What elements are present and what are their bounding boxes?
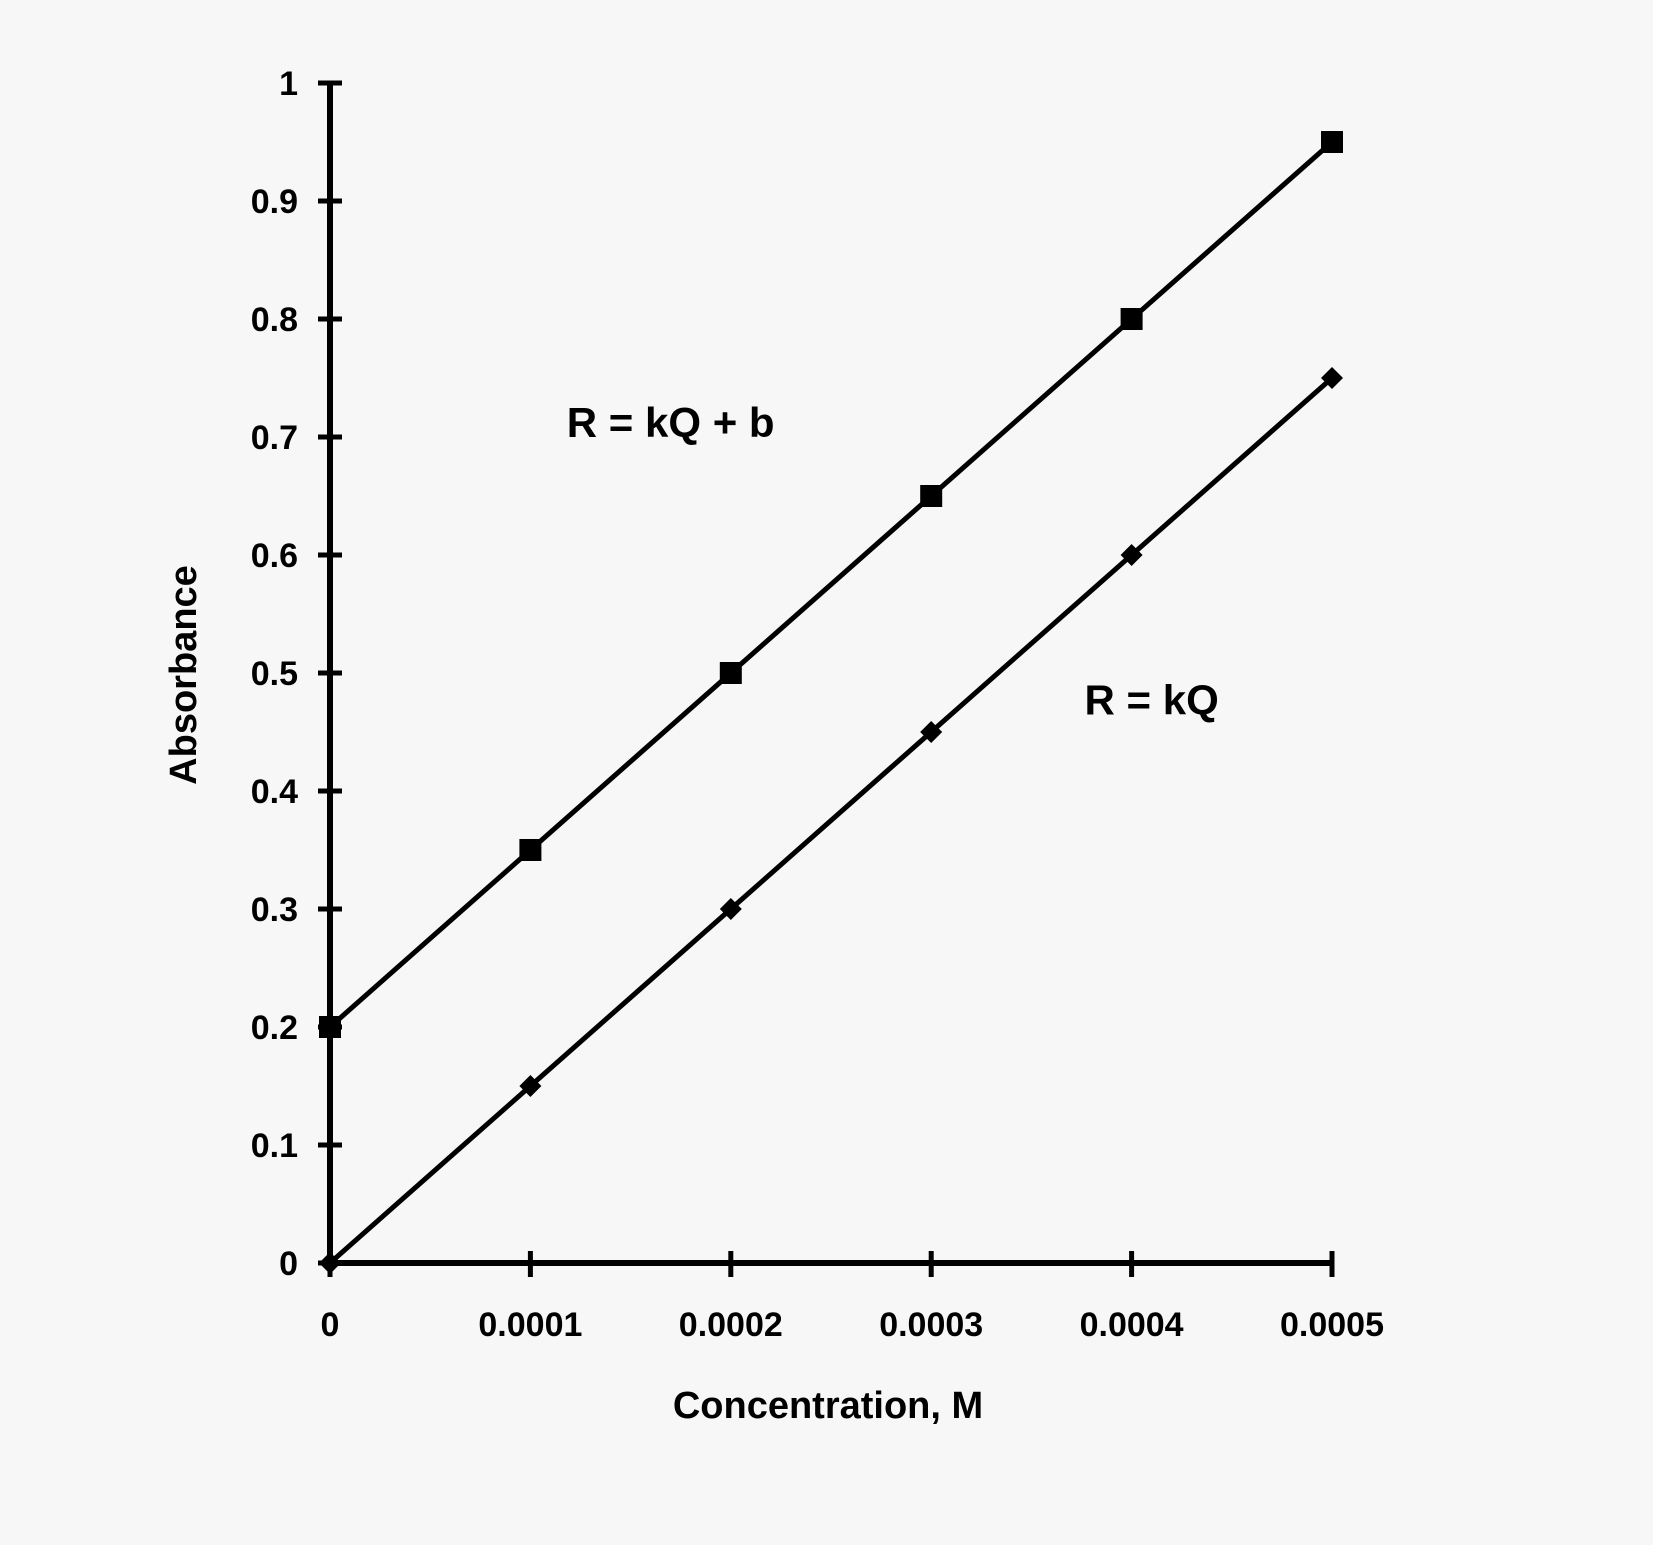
data-point-square [1120,308,1143,330]
y-tick-label: 1 [279,65,298,103]
y-tick-label: 0 [279,1245,298,1283]
equation-label-1: R = kQ + b [567,399,775,446]
y-tick-label: 0.6 [251,537,298,575]
y-tick-label: 0.2 [251,1009,298,1047]
x-tick-label: 0 [321,1306,340,1344]
series-line-1 [328,140,1334,1029]
x-tick-label: 0.0002 [679,1306,783,1344]
x-axis-title: Concentration, M [673,1385,983,1427]
x-tick-label: 0.0003 [879,1306,983,1344]
data-point-square [719,662,742,684]
y-tick-label: 0.8 [251,301,298,339]
y-tick-label: 0.5 [251,655,298,693]
data-point-square [920,485,943,507]
x-tick-label: 0.0005 [1280,1306,1384,1344]
data-point-diamond [719,898,742,920]
data-point-square [519,839,542,861]
data-point-diamond [319,1252,341,1274]
markers-layer [319,131,1343,1274]
axes-layer [327,83,1332,1266]
data-point-diamond [1120,544,1143,566]
y-axis-title: Absorbance [163,565,205,785]
y-tick-label: 0.9 [251,183,298,221]
data-point-square [319,1016,341,1038]
data-point-diamond [1321,367,1343,389]
x-tick-label: 0.0001 [478,1306,582,1344]
x-tick-label: 0.0004 [1080,1306,1184,1344]
series-layer [328,140,1334,1265]
data-point-diamond [920,721,943,743]
equation-label-2: R = kQ [1085,676,1219,723]
y-tick-label: 0.7 [251,419,298,457]
data-point-diamond [519,1075,542,1097]
y-tick-label: 0.1 [251,1127,298,1165]
ticks-layer: 0 0.1 0.2 0.3 0.4 0.5 0.6 0.7 0.8 0.9 1 0 0.0001 0.00… [251,65,1384,1344]
y-tick-label: 0.4 [251,773,298,811]
series-line-2 [328,376,1334,1265]
annotations-layer: R = kQ + b R = kQ [567,399,1219,723]
data-point-square [1321,131,1343,153]
y-tick-label: 0.3 [251,891,298,929]
